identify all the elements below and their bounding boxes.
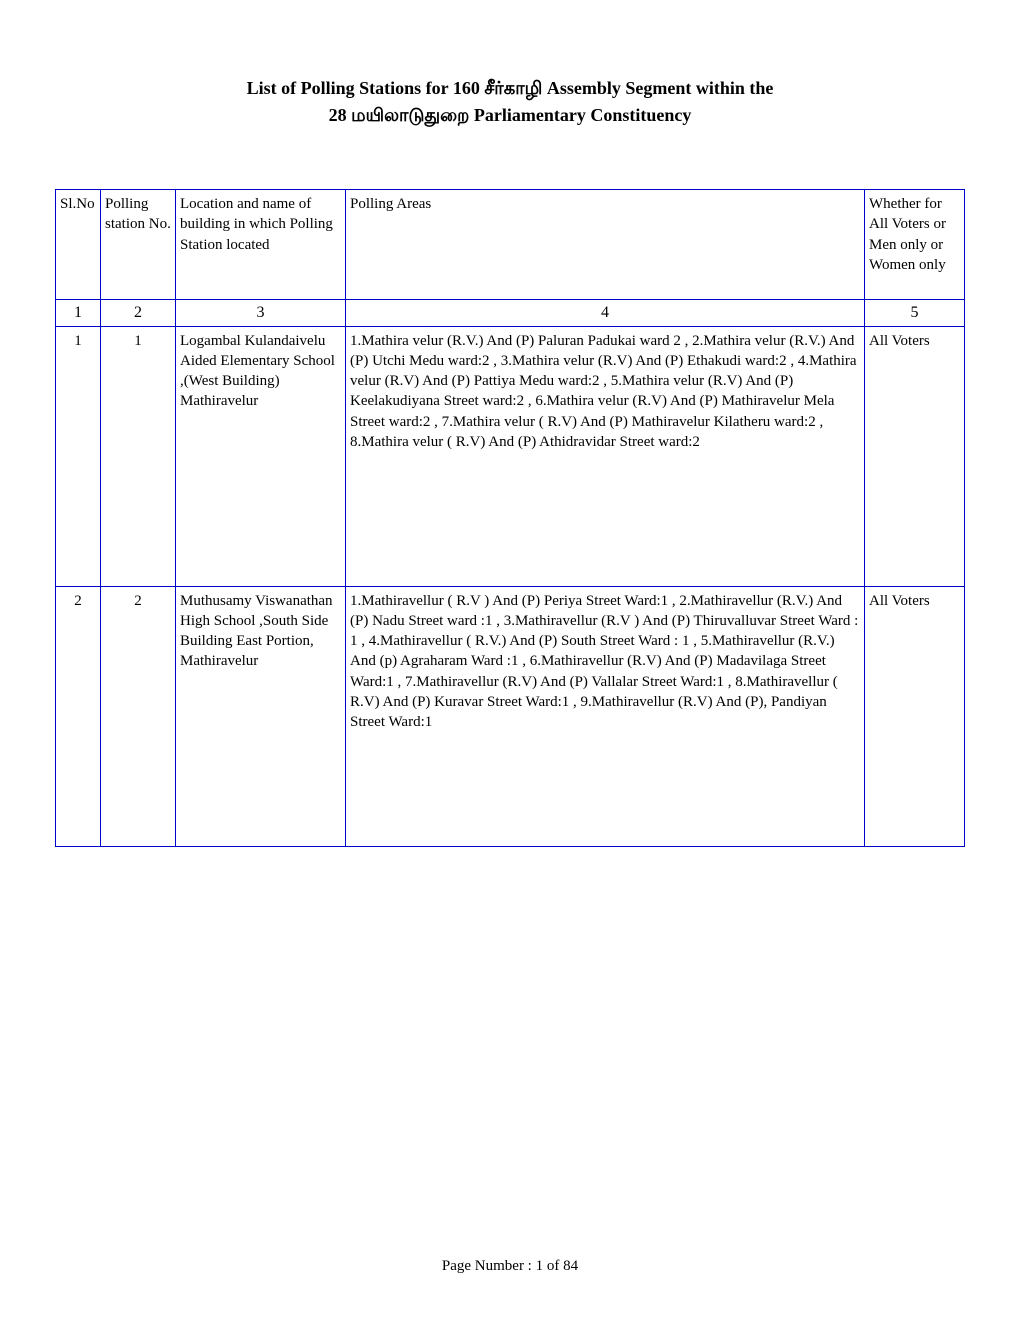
page-footer: Page Number : 1 of 84 <box>0 1258 1020 1275</box>
cell-areas: 1.Mathiravellur ( R.V ) And (P) Periya S… <box>346 586 865 846</box>
header-voters: Whether for All Voters or Men only or Wo… <box>865 190 965 300</box>
table-header-row: Sl.No Polling station No. Location and n… <box>56 190 965 300</box>
page-header: List of Polling Stations for 160 சீர்காழ… <box>0 0 1020 159</box>
cell-location: Muthusamy Viswanathan High School ,South… <box>176 586 346 846</box>
table-container: Sl.No Polling station No. Location and n… <box>55 189 965 847</box>
cell-station: 2 <box>101 586 176 846</box>
title1-post: Assembly Segment within the <box>542 78 773 98</box>
table-row: 2 2 Muthusamy Viswanathan High School ,S… <box>56 586 965 846</box>
table-colnum-row: 1 2 3 4 5 <box>56 300 965 327</box>
cell-location: Logambal Kulandaivelu Aided Elementary S… <box>176 326 346 586</box>
header-slno: Sl.No <box>56 190 101 300</box>
table-row: 1 1 Logambal Kulandaivelu Aided Elementa… <box>56 326 965 586</box>
title1-tamil: சீர்காழி <box>484 78 542 98</box>
polling-stations-table: Sl.No Polling station No. Location and n… <box>55 189 965 847</box>
title-line-2: 28 மயிலாடுதுறை Parliamentary Constituenc… <box>0 102 1020 129</box>
colnum-2: 2 <box>101 300 176 327</box>
colnum-5: 5 <box>865 300 965 327</box>
header-areas: Polling Areas <box>346 190 865 300</box>
colnum-4: 4 <box>346 300 865 327</box>
title2-pre: 28 <box>329 105 352 125</box>
cell-voters: All Voters <box>865 586 965 846</box>
header-location: Location and name of building in which P… <box>176 190 346 300</box>
header-station-no: Polling station No. <box>101 190 176 300</box>
title1-pre: List of Polling Stations for 160 <box>247 78 485 98</box>
cell-areas: 1.Mathira velur (R.V.) And (P) Paluran P… <box>346 326 865 586</box>
title2-post: Parliamentary Constituency <box>469 105 691 125</box>
cell-slno: 1 <box>56 326 101 586</box>
title-line-1: List of Polling Stations for 160 சீர்காழ… <box>0 75 1020 102</box>
cell-station: 1 <box>101 326 176 586</box>
cell-voters: All Voters <box>865 326 965 586</box>
title2-tamil: மயிலாடுதுறை <box>351 105 469 125</box>
colnum-1: 1 <box>56 300 101 327</box>
cell-slno: 2 <box>56 586 101 846</box>
colnum-3: 3 <box>176 300 346 327</box>
